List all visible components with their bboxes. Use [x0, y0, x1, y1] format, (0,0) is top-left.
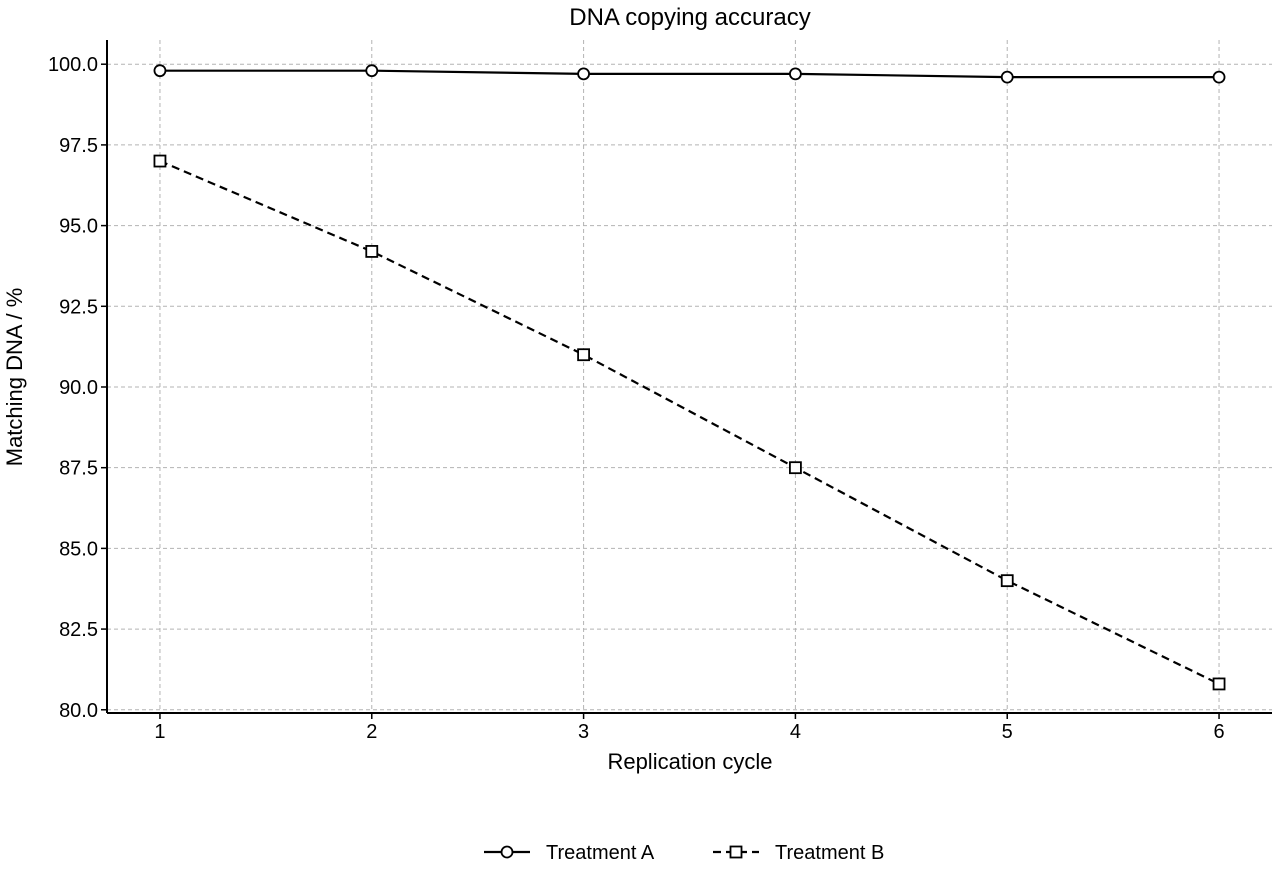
y-tick-label: 87.5 [59, 458, 98, 480]
x-tick-label: 5 [1002, 721, 1013, 743]
data-point [577, 348, 590, 362]
series-line [159, 160, 1220, 685]
x-tick-label: 1 [154, 721, 165, 743]
series-2 [153, 154, 1226, 691]
y-tick-label: 100.0 [48, 54, 98, 76]
y-axis-label: Matching DNA / % [2, 288, 27, 467]
data-point [1000, 574, 1014, 588]
chart-title: DNA copying accuracy [569, 4, 810, 31]
y-tick-label: 80.0 [59, 700, 98, 722]
axes [106, 40, 1272, 714]
data-point [577, 67, 590, 81]
x-axis-label: Replication cycle [607, 749, 772, 774]
series-layer [153, 64, 1226, 691]
y-tick-label: 85.0 [59, 538, 98, 560]
series-line [159, 69, 1220, 79]
y-ticks: 80.0 82.5 85.0 87.5 90.0 92.5 95.0 97.5 100.0 [48, 54, 107, 722]
data-point [365, 64, 379, 78]
y-tick-label: 82.5 [59, 619, 98, 641]
x-tick-label: 4 [790, 721, 801, 743]
x-tick-label: 6 [1213, 721, 1224, 743]
grid-lines [107, 40, 1272, 713]
x-ticks: 1 2 3 4 5 6 [154, 713, 1225, 743]
x-tick-label: 3 [578, 721, 589, 743]
series-1 [153, 64, 1226, 84]
legend-item-2: Treatment B [713, 842, 884, 864]
legend-marker [500, 845, 514, 859]
legend: Treatment A Treatment B [484, 842, 884, 864]
legend-marker [729, 845, 743, 859]
legend-item-1: Treatment A [484, 842, 655, 864]
data-point [1000, 70, 1014, 84]
data-point [153, 154, 167, 168]
legend-label: Treatment A [546, 842, 655, 864]
data-point [789, 67, 802, 81]
data-point [365, 245, 379, 258]
y-tick-label: 90.0 [59, 377, 98, 399]
x-tick-label: 2 [366, 721, 377, 743]
y-tick-label: 97.5 [59, 135, 98, 157]
y-tick-label: 95.0 [59, 216, 98, 238]
y-tick-label: 92.5 [59, 296, 98, 318]
legend-label: Treatment B [775, 842, 884, 864]
data-point [1212, 70, 1226, 84]
data-point [789, 461, 802, 475]
data-point [153, 64, 167, 78]
data-point [1212, 677, 1226, 691]
